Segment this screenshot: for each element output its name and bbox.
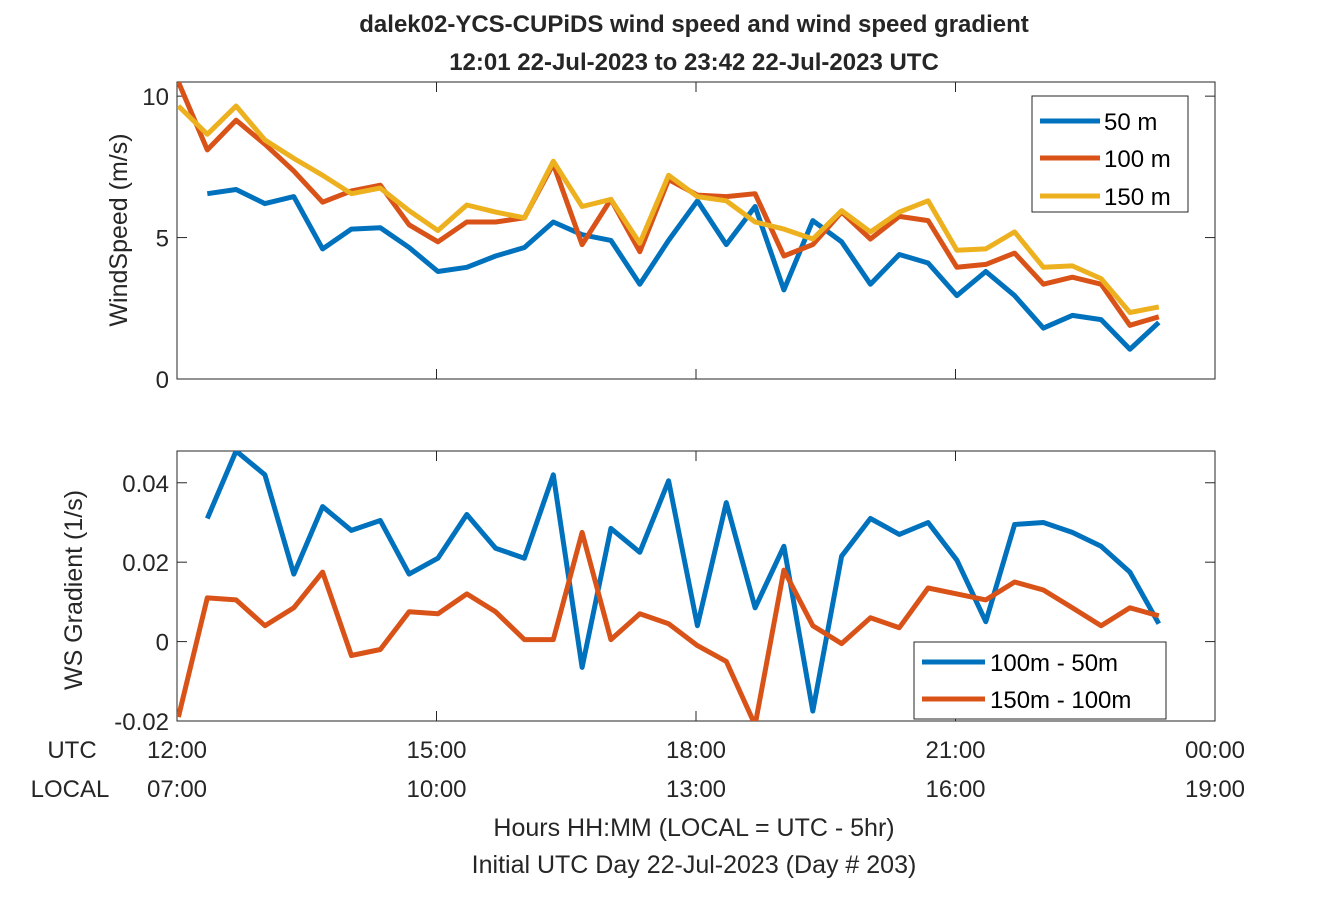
- local-tick-label: 07:00: [147, 776, 207, 803]
- windspeed-ylabel: WindSpeed (m/s): [105, 133, 133, 326]
- gradient-ylabel: WS Gradient (1/s): [60, 490, 88, 690]
- windspeed-ytick-label: 5: [156, 226, 169, 253]
- x-axis-label: Hours HH:MM (LOCAL = UTC - 5hr): [493, 814, 894, 842]
- gradient-ytick-label: -0.02: [114, 709, 169, 736]
- gradient-legend: 100m - 50m 150m - 100m: [913, 641, 1167, 720]
- gradient-ytick-label: 0.02: [122, 550, 169, 577]
- local-tick-label: 10:00: [406, 776, 466, 803]
- windspeed-ticks: 0 5 10: [142, 82, 1216, 394]
- utc-tick-label: 18:00: [666, 737, 726, 764]
- gradient-legend-box: [913, 641, 1167, 720]
- legend-label-150m: 150 m: [1104, 184, 1171, 211]
- local-tick-label: 16:00: [925, 776, 985, 803]
- x-axis-sublabel: Initial UTC Day 22-Jul-2023 (Day # 203): [472, 851, 917, 879]
- gradient-ticks: -0.02 0 0.02 0.04: [114, 451, 1216, 736]
- utc-tick-label: 15:00: [406, 737, 466, 764]
- local-row-label: LOCAL: [31, 776, 110, 803]
- x-tick-labels: 12:00 15:00 18:00 21:00 00:00 07:00 10:00 13:00…: [147, 737, 1245, 803]
- gradient-ytick-label: 0: [156, 630, 169, 657]
- gradient-lines: [177, 451, 1161, 721]
- gradient-series-line-100m-50m: [205, 451, 1161, 714]
- utc-tick-label: 00:00: [1185, 737, 1245, 764]
- windspeed-series-line-50-m: [206, 187, 1161, 352]
- legend-label-100m-50m: 100m - 50m: [990, 650, 1118, 677]
- utc-tick-label: 21:00: [925, 737, 985, 764]
- windspeed-axes: 0 5 10 WindSpeed (m/s) 50 m 100 m 150 m: [105, 81, 1216, 394]
- windspeed-ytick-label: 10: [142, 84, 169, 111]
- windspeed-series-line-150-m: [177, 103, 1160, 315]
- local-tick-label: 19:00: [1185, 776, 1245, 803]
- utc-tick-label: 12:00: [147, 737, 207, 764]
- windspeed-lines: [177, 82, 1161, 352]
- legend-label-100m: 100 m: [1104, 146, 1171, 173]
- gradient-axes: -0.02 0 0.02 0.04 WS Gradient (1/s) 100m - …: [60, 450, 1216, 736]
- gradient-ytick-label: 0.04: [122, 471, 169, 498]
- gradient-series-line-150m-100m: [177, 529, 1160, 721]
- chart-title-line2: 12:01 22-Jul-2023 to 23:42 22-Jul-2023 U…: [449, 49, 939, 76]
- legend-label-150m-100m: 150m - 100m: [990, 687, 1131, 714]
- utc-row-label: UTC: [47, 737, 96, 764]
- chart-title-line1: dalek02-YCS-CUPiDS wind speed and wind s…: [359, 11, 1028, 38]
- legend-label-50m: 50 m: [1104, 109, 1157, 136]
- windspeed-ytick-label: 0: [156, 367, 169, 394]
- windspeed-legend: 50 m 100 m 150 m: [1031, 95, 1189, 213]
- windspeed-legend-box: [1031, 95, 1189, 213]
- local-tick-label: 13:00: [666, 776, 726, 803]
